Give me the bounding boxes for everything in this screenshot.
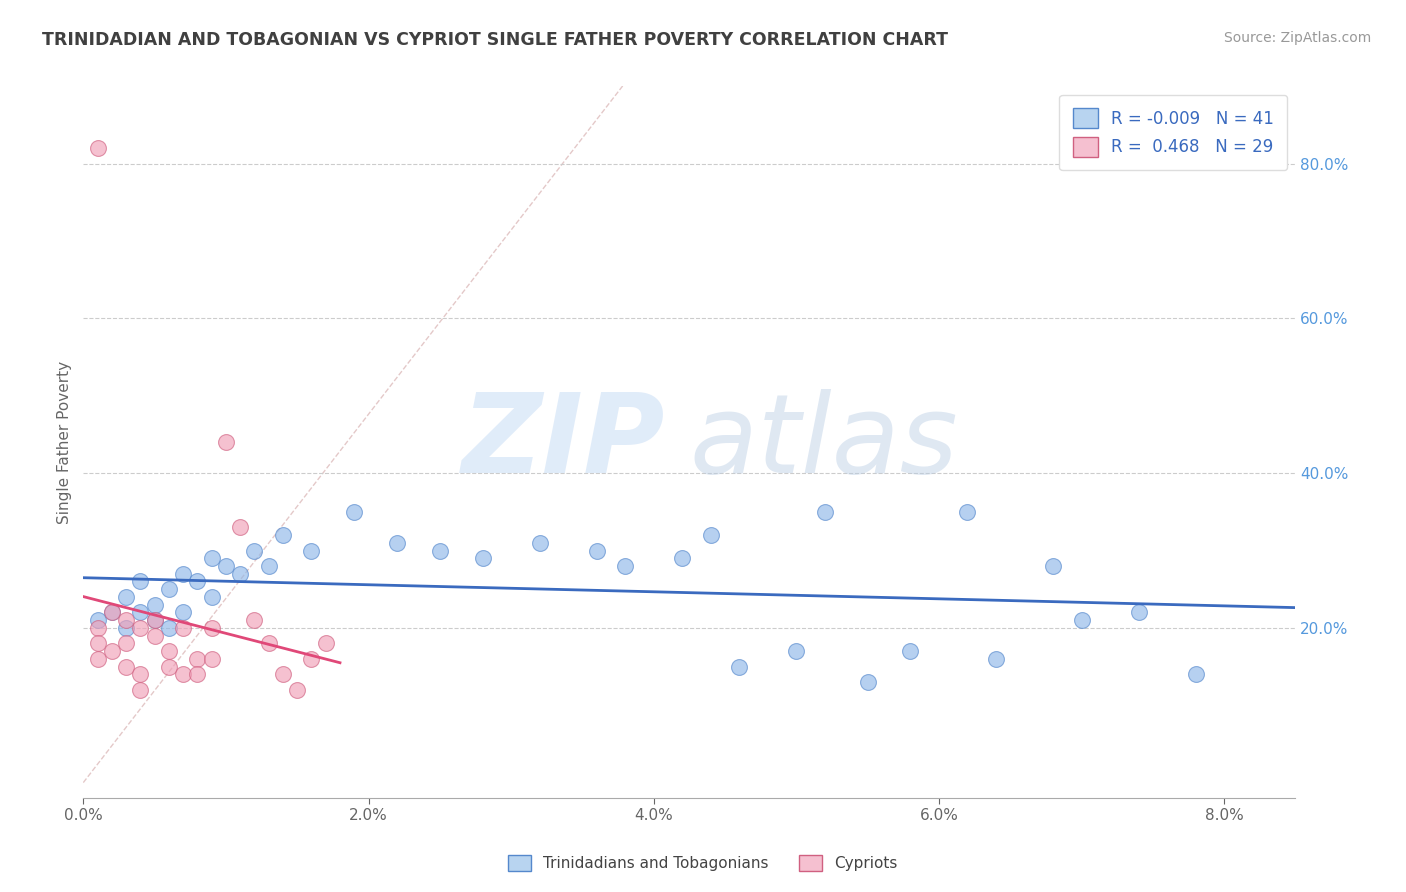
Point bbox=[956, 505, 979, 519]
Point bbox=[129, 682, 152, 697]
Point bbox=[129, 621, 152, 635]
Point bbox=[143, 613, 166, 627]
Point bbox=[271, 667, 294, 681]
Point bbox=[86, 636, 108, 650]
Legend: R = -0.009   N = 41, R =  0.468   N = 29: R = -0.009 N = 41, R = 0.468 N = 29 bbox=[1059, 95, 1286, 170]
Point bbox=[143, 629, 166, 643]
Point bbox=[157, 644, 180, 658]
Point bbox=[115, 590, 138, 604]
Point bbox=[1070, 613, 1092, 627]
Point bbox=[215, 435, 238, 450]
Point bbox=[143, 613, 166, 627]
Point bbox=[129, 606, 152, 620]
Point bbox=[529, 535, 551, 549]
Point bbox=[301, 652, 323, 666]
Point bbox=[285, 682, 308, 697]
Point bbox=[201, 590, 224, 604]
Point bbox=[172, 606, 194, 620]
Point bbox=[115, 613, 138, 627]
Point bbox=[229, 566, 252, 581]
Point bbox=[143, 598, 166, 612]
Point bbox=[243, 613, 266, 627]
Point bbox=[785, 644, 807, 658]
Text: TRINIDADIAN AND TOBAGONIAN VS CYPRIOT SINGLE FATHER POVERTY CORRELATION CHART: TRINIDADIAN AND TOBAGONIAN VS CYPRIOT SI… bbox=[42, 31, 948, 49]
Point bbox=[614, 559, 637, 574]
Text: atlas: atlas bbox=[689, 389, 957, 496]
Point bbox=[385, 535, 408, 549]
Point bbox=[186, 652, 208, 666]
Point bbox=[257, 559, 280, 574]
Point bbox=[157, 659, 180, 673]
Point bbox=[343, 505, 366, 519]
Point bbox=[86, 621, 108, 635]
Text: Source: ZipAtlas.com: Source: ZipAtlas.com bbox=[1223, 31, 1371, 45]
Point bbox=[700, 528, 723, 542]
Point bbox=[86, 141, 108, 155]
Point bbox=[201, 551, 224, 566]
Point bbox=[101, 606, 124, 620]
Point bbox=[257, 636, 280, 650]
Point bbox=[856, 675, 879, 690]
Point bbox=[115, 636, 138, 650]
Point bbox=[186, 574, 208, 589]
Point bbox=[101, 606, 124, 620]
Point bbox=[471, 551, 494, 566]
Point bbox=[86, 652, 108, 666]
Point bbox=[129, 667, 152, 681]
Point bbox=[1128, 606, 1150, 620]
Point bbox=[115, 659, 138, 673]
Point bbox=[172, 621, 194, 635]
Y-axis label: Single Father Poverty: Single Father Poverty bbox=[58, 360, 72, 524]
Point bbox=[172, 566, 194, 581]
Point bbox=[585, 543, 607, 558]
Point bbox=[129, 574, 152, 589]
Point bbox=[229, 520, 252, 534]
Point bbox=[728, 659, 751, 673]
Legend: Trinidadians and Tobagonians, Cypriots: Trinidadians and Tobagonians, Cypriots bbox=[502, 849, 904, 877]
Point bbox=[115, 621, 138, 635]
Point bbox=[172, 667, 194, 681]
Point bbox=[101, 644, 124, 658]
Point bbox=[1184, 667, 1206, 681]
Point bbox=[900, 644, 922, 658]
Point bbox=[271, 528, 294, 542]
Point bbox=[215, 559, 238, 574]
Point bbox=[157, 582, 180, 597]
Text: ZIP: ZIP bbox=[461, 389, 665, 496]
Point bbox=[157, 621, 180, 635]
Point bbox=[201, 621, 224, 635]
Point bbox=[201, 652, 224, 666]
Point bbox=[243, 543, 266, 558]
Point bbox=[671, 551, 693, 566]
Point bbox=[301, 543, 323, 558]
Point bbox=[186, 667, 208, 681]
Point bbox=[1042, 559, 1064, 574]
Point bbox=[984, 652, 1007, 666]
Point bbox=[429, 543, 451, 558]
Point bbox=[315, 636, 337, 650]
Point bbox=[86, 613, 108, 627]
Point bbox=[814, 505, 837, 519]
